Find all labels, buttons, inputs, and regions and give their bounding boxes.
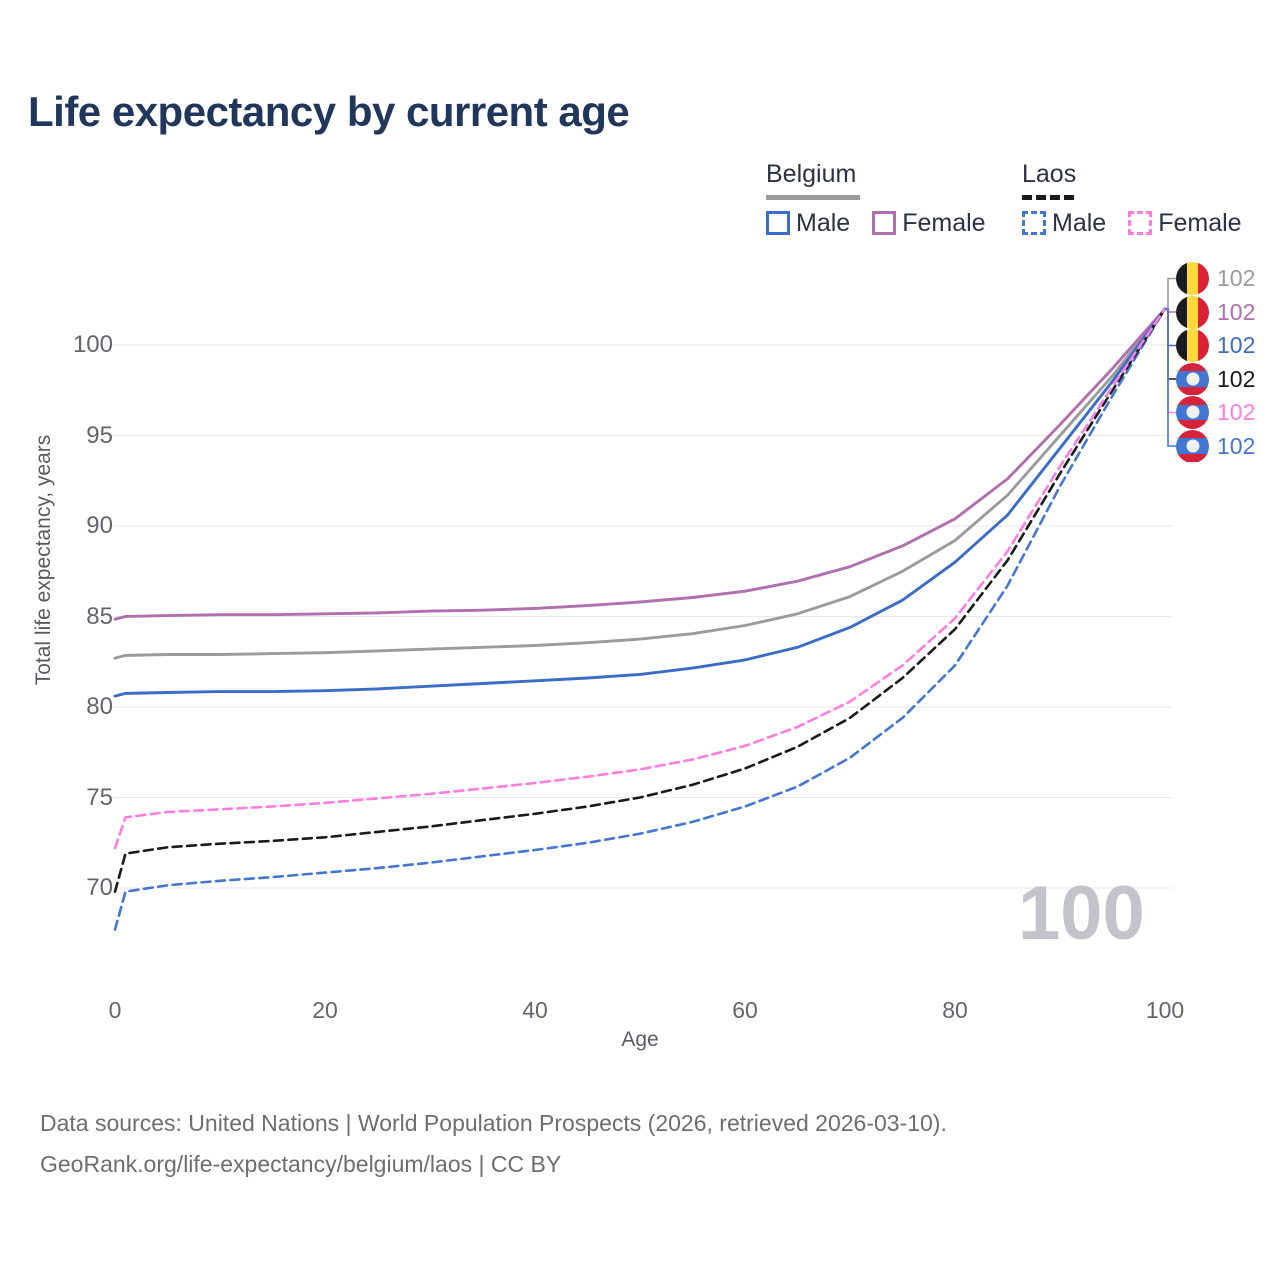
legend-belgium-label: Belgium (766, 160, 857, 188)
legend-swatch-belgium-female (872, 211, 897, 235)
y-tick-label: 95 (86, 421, 113, 449)
y-tick-label: 90 (86, 512, 113, 539)
belgium-flag-icon (1176, 262, 1209, 295)
end-value: 102 (1217, 399, 1256, 425)
end-label-row: 102 (1176, 362, 1255, 396)
y-tick-label: 80 (86, 693, 113, 720)
legend-swatch-laos-male (1022, 211, 1046, 235)
end-label-row: 102 (1176, 295, 1255, 329)
legend-swatch-belgium-male (766, 211, 790, 235)
end-label-row: 102 (1176, 396, 1255, 430)
x-axis-title: Age (621, 1028, 659, 1051)
legend-label-laos-female: Female (1158, 209, 1242, 237)
legend-label-belgium-male: Male (796, 209, 851, 237)
end-value: 102 (1217, 298, 1256, 325)
end-value: 102 (1217, 365, 1256, 392)
end-label-row: 102 (1176, 429, 1255, 463)
legend-label-laos-male: Male (1052, 209, 1107, 237)
end-value: 102 (1217, 332, 1256, 358)
y-tick-label: 75 (86, 783, 113, 811)
legend-group-laos: Laos Male Female (1022, 160, 1242, 236)
belgium-flag-icon (1176, 295, 1209, 329)
legend-item-belgium-male[interactable]: Male (766, 210, 850, 236)
source-url-text[interactable]: GeoRank.org/life-expectancy/belgium/laos… (40, 1151, 562, 1177)
legend-item-laos-female[interactable]: Female (1128, 209, 1242, 237)
belgium-flag-icon (1176, 329, 1209, 362)
y-tick-label: 100 (72, 331, 113, 358)
y-tick-label: 85 (86, 602, 113, 630)
legend-item-belgium-female[interactable]: Female (872, 209, 986, 237)
end-value: 102 (1217, 432, 1256, 459)
legend-laos-label: Laos (1022, 160, 1077, 188)
laos-flag-icon (1176, 362, 1209, 396)
legend-group-belgium: Belgium Male Female (766, 160, 986, 236)
legend-swatch-laos-female (1128, 211, 1153, 235)
x-tick-label: 80 (942, 997, 968, 1023)
x-tick-label: 100 (1145, 997, 1185, 1023)
laos-flag-icon (1176, 396, 1209, 429)
y-tick-label: 70 (86, 874, 113, 901)
watermark: 100 (1018, 871, 1145, 956)
end-label-row: 102 (1176, 329, 1255, 363)
legend-laos-underline (1022, 195, 1074, 200)
legend-item-laos-male[interactable]: Male (1022, 210, 1106, 236)
x-tick-label: 40 (522, 997, 548, 1023)
x-tick-label: 20 (312, 997, 338, 1023)
x-tick-label: 60 (732, 997, 758, 1023)
end-label-row: 102 (1176, 262, 1255, 296)
y-axis-title: Total life expectancy, years (32, 434, 55, 686)
laos-flag-icon (1176, 429, 1209, 463)
legend-belgium-underline (766, 195, 860, 200)
page-title: Life expectancy by current age (28, 88, 630, 135)
end-value: 102 (1217, 265, 1256, 291)
legend-label-belgium-female: Female (902, 209, 986, 237)
data-sources-text: Data sources: United Nations | World Pop… (40, 1110, 947, 1136)
x-tick-label: 0 (108, 997, 122, 1023)
